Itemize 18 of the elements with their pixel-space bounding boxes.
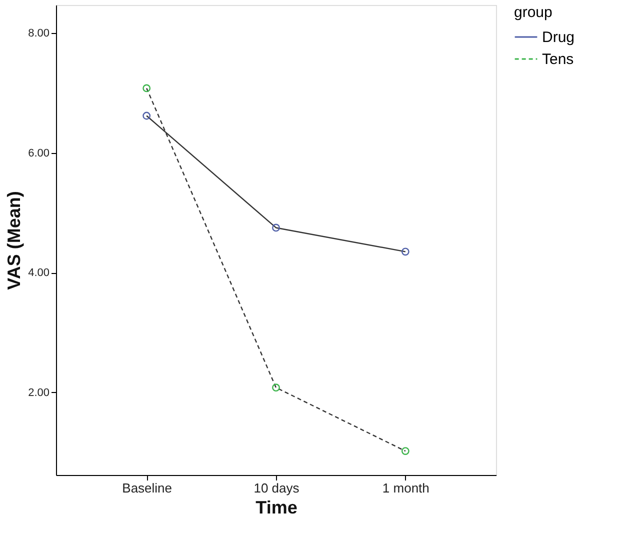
point — [401, 248, 410, 256]
legend-label: Drug — [542, 29, 575, 46]
y-tick-label: 4.00 — [28, 267, 50, 280]
x-tick-label: Baseline — [122, 480, 172, 496]
point — [401, 447, 410, 455]
point — [142, 112, 151, 120]
y-tick-label: 2.00 — [28, 386, 50, 399]
y-tick-label: 6.00 — [28, 147, 50, 160]
x-axis-title: Time — [256, 498, 298, 518]
y-axis-title: VAS (Mean) — [4, 191, 24, 290]
legend-label: Tens — [542, 51, 574, 68]
x-tick-label: 1 month — [382, 480, 430, 496]
point — [272, 384, 280, 392]
point — [272, 224, 280, 232]
y-tick-label: 8.00 — [28, 28, 50, 40]
point — [142, 84, 151, 92]
x-tick-label: 10 days — [254, 480, 300, 496]
legend-title: group — [514, 4, 552, 21]
